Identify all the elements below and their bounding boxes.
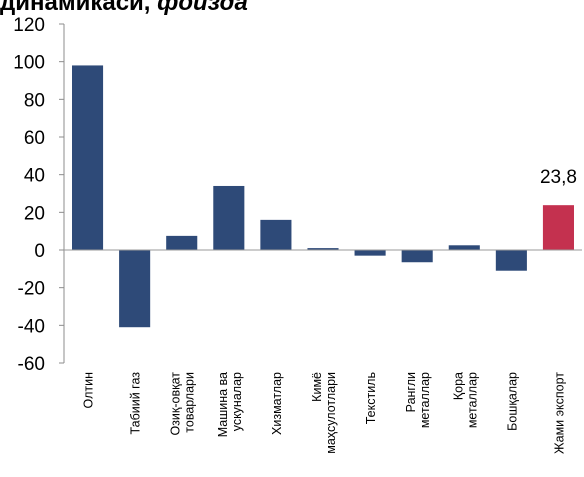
bar-2 — [119, 250, 151, 328]
x-tick-label: Кимё — [310, 372, 324, 402]
y-tick-label: 60 — [24, 128, 45, 149]
y-tick-label: 100 — [13, 53, 45, 74]
bar-8 — [401, 250, 433, 263]
x-tick-label: Рангли — [404, 372, 418, 412]
x-tick-label: Жами экспорт — [552, 372, 566, 454]
y-tick-label: -40 — [18, 316, 45, 337]
data-label-total-export: 23,8 — [540, 167, 577, 188]
x-tick-label: ускуналар — [230, 372, 244, 431]
x-tick-label: Текстиль — [364, 372, 378, 424]
x-tick-label: маҳсулотлари — [324, 372, 338, 454]
y-tick-label: 80 — [24, 90, 45, 111]
bar-6 — [307, 248, 339, 250]
x-tick-label: Озиқ-овқат — [169, 372, 183, 436]
y-tick-label: 0 — [34, 241, 45, 262]
bar-7 — [354, 250, 386, 256]
y-tick-label: 20 — [24, 203, 45, 224]
chart-title: динамикаси, фоизда — [0, 0, 248, 17]
x-tick-label: металлар — [418, 372, 432, 428]
bar-1 — [72, 65, 104, 250]
bar-11 — [542, 205, 574, 250]
x-tick-label: Машина ва — [216, 372, 230, 437]
bar-10 — [495, 250, 527, 271]
y-tick-label: -60 — [18, 354, 45, 375]
x-tick-label: Олтин — [82, 372, 96, 409]
y-tick-label: 40 — [24, 166, 45, 187]
y-tick-label: 120 — [13, 15, 45, 36]
x-tick-label: Бошқалар — [505, 372, 519, 431]
bar-3 — [166, 235, 198, 250]
bar-4 — [213, 185, 245, 250]
y-tick-label: -20 — [18, 279, 45, 300]
x-tick-label: Хизматлар — [270, 372, 284, 435]
x-tick-label: Қора — [451, 372, 465, 400]
x-tick-label: металлар — [465, 372, 479, 428]
chart-title-bold: динамикаси, — [0, 0, 151, 16]
x-tick-label: Табиий газ — [129, 372, 143, 435]
bar-5 — [260, 219, 292, 250]
bar-9 — [448, 245, 480, 250]
x-tick-label: товарлари — [183, 372, 197, 433]
chart-title-italic: фоизда — [157, 0, 248, 16]
